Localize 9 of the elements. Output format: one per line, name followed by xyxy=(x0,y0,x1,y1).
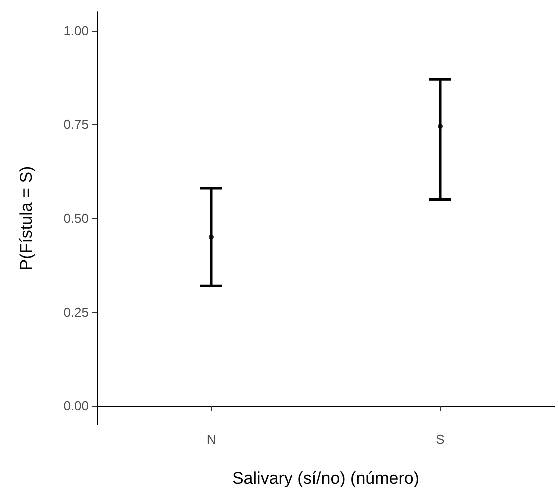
y-tick-label: 0.25 xyxy=(64,304,89,320)
x-axis-title: Salivary (sí/no) (número) xyxy=(232,469,420,488)
x-tick-label: N xyxy=(206,432,216,447)
y-tick-label: 1.00 xyxy=(64,23,89,38)
y-tick-label: 0.75 xyxy=(64,117,89,132)
y-axis-title: P(Fístula = S) xyxy=(17,166,36,271)
y-tick-label: 0.50 xyxy=(64,211,89,226)
y-tick-label: 0.00 xyxy=(64,398,89,414)
x-tick-label: S xyxy=(436,432,446,447)
